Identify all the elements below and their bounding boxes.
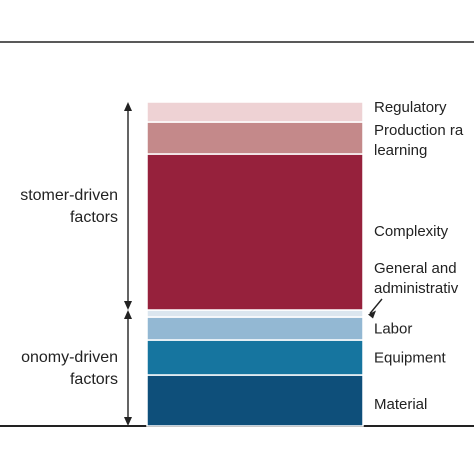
segment-label-line: Production ra <box>374 122 464 139</box>
bar-segment-material <box>146 374 364 427</box>
factor-groups: stomer-driven factors onomy-driven factors <box>20 102 132 426</box>
group-bracket-head-bottom <box>124 301 132 310</box>
bar-segment-labor <box>146 316 364 341</box>
bar-segment-production-rate-learning <box>146 121 364 155</box>
segment-label-line: learning <box>374 142 427 159</box>
general-admin-pointer-head <box>368 310 376 319</box>
segment-label: Labor <box>374 321 412 338</box>
segment-label-line: administrativ <box>374 280 459 297</box>
group-label-line: factors <box>70 209 118 226</box>
group-bracket-head-bottom <box>124 417 132 426</box>
segment-label-line: Complexity <box>374 223 449 240</box>
segment-label: General and administrativ <box>374 260 459 297</box>
group-bracket-head-top <box>124 102 132 111</box>
group-bracket-head-top <box>124 310 132 319</box>
segment-label-line: Labor <box>374 321 412 338</box>
group-label-line: stomer-driven <box>20 187 118 204</box>
group-label: stomer-driven factors <box>20 187 118 226</box>
general-admin-pointer <box>369 298 383 314</box>
bar-segment-equipment <box>146 339 364 376</box>
segment-label: Equipment <box>374 350 447 367</box>
segment-label: Regulatory <box>374 99 447 116</box>
segment-label: Complexity <box>374 223 449 240</box>
segment-label-line: Material <box>374 396 427 413</box>
segment-label-line: Equipment <box>374 350 447 367</box>
segment-label-line: Regulatory <box>374 99 447 116</box>
group-label-line: factors <box>70 371 118 388</box>
stacked-bar <box>146 101 364 427</box>
bar-segment-regulatory <box>146 101 364 123</box>
segment-labels: Regulatory Production ra learning Complexit… <box>368 99 464 413</box>
group-label-line: onomy-driven <box>21 349 118 366</box>
bar-segment-complexity <box>146 153 364 311</box>
segment-label: Material <box>374 396 427 413</box>
group-label: onomy-driven factors <box>21 349 118 388</box>
segment-label: Production ra learning <box>374 122 464 159</box>
bar-segment-general-and-administrative <box>146 309 364 318</box>
segment-label-line: General and <box>374 260 457 277</box>
